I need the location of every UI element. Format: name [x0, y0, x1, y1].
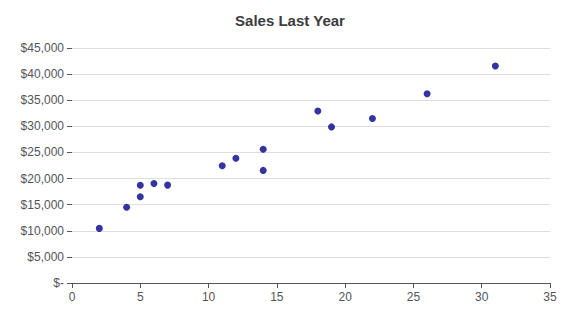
svg-text:5: 5 [137, 290, 144, 304]
svg-text:$30,000: $30,000 [21, 119, 65, 133]
svg-text:$45,000: $45,000 [21, 41, 65, 55]
svg-text:$5,000: $5,000 [27, 250, 64, 264]
svg-text:15: 15 [270, 290, 284, 304]
svg-text:25: 25 [407, 290, 421, 304]
svg-text:20: 20 [338, 290, 352, 304]
svg-text:$-: $- [53, 276, 64, 290]
svg-text:$20,000: $20,000 [21, 172, 65, 186]
svg-text:$40,000: $40,000 [21, 67, 65, 81]
svg-text:10: 10 [202, 290, 216, 304]
svg-text:35: 35 [543, 290, 557, 304]
svg-text:$10,000: $10,000 [21, 224, 65, 238]
svg-text:30: 30 [475, 290, 489, 304]
svg-text:0: 0 [69, 290, 76, 304]
svg-text:$15,000: $15,000 [21, 198, 65, 212]
svg-text:$25,000: $25,000 [21, 145, 65, 159]
svg-text:$35,000: $35,000 [21, 93, 65, 107]
svg-text:Sales Last Year: Sales Last Year [235, 12, 345, 29]
